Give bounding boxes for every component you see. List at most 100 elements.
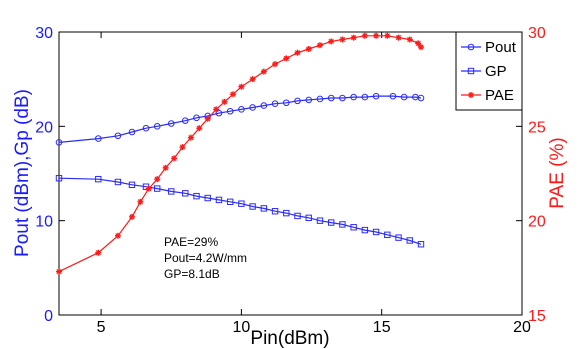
gp-point — [406, 237, 413, 244]
pae-point — [406, 36, 413, 43]
pae-point — [154, 176, 161, 183]
legend-items: Pout GP PAE — [461, 39, 517, 104]
pae-point — [204, 115, 211, 122]
pout-point — [114, 132, 122, 140]
x-axis-ticks: 5 10 15 20 — [97, 32, 531, 336]
gp-point — [283, 209, 290, 217]
gp-point — [154, 185, 161, 192]
pae-point — [95, 249, 102, 256]
pout-point — [55, 139, 63, 146]
plot-frame — [58, 31, 523, 316]
gp-point — [249, 203, 256, 210]
pae-point — [415, 40, 422, 47]
pout-point — [271, 100, 279, 107]
gp-point — [305, 214, 312, 222]
pae-point — [238, 83, 245, 90]
gp-point — [395, 234, 402, 241]
pae-point — [417, 44, 424, 51]
gp-point — [372, 228, 380, 236]
pout-point — [238, 106, 245, 113]
pout-point — [142, 124, 150, 132]
right-tick-label: 15 — [528, 308, 546, 325]
x-tick-label: 20 — [513, 319, 531, 336]
pout-point — [372, 92, 380, 100]
pae-point — [56, 268, 62, 275]
pae-point — [272, 61, 279, 68]
pae-point — [179, 144, 186, 151]
pout-point — [181, 117, 189, 124]
gp-point — [271, 208, 279, 215]
pae-point — [229, 91, 236, 98]
pout-point — [361, 93, 369, 101]
gp-point — [95, 175, 102, 183]
gp-point — [168, 188, 175, 195]
legend-marker-pout — [467, 43, 475, 51]
gp-point — [215, 196, 223, 204]
pae-point — [294, 49, 301, 56]
right-tick-label: 30 — [528, 25, 546, 42]
gp-point — [193, 192, 200, 200]
pout-point — [339, 94, 346, 102]
gp-point — [260, 205, 268, 212]
right-tick-label: 20 — [528, 214, 546, 231]
pout-point — [94, 135, 102, 142]
left-tick-label: 30 — [35, 25, 53, 42]
pout-point — [389, 92, 397, 100]
pae-point — [350, 34, 357, 41]
pout-point — [350, 93, 357, 101]
gp-point — [55, 175, 63, 182]
pae-point — [373, 32, 380, 39]
pae-point — [305, 45, 312, 52]
pae-point — [361, 32, 368, 39]
pae-point — [339, 36, 346, 43]
gp-point — [204, 194, 211, 202]
pout-point — [215, 109, 223, 117]
legend-label-pout: Pout — [485, 39, 517, 56]
pout-point — [226, 107, 234, 115]
gp-point — [417, 241, 425, 248]
legend: Pout GP PAE — [455, 31, 523, 111]
pae-point — [395, 34, 402, 41]
legend-label-gp: GP — [485, 63, 507, 80]
left-tick-label: 20 — [35, 119, 53, 136]
pae-point — [162, 164, 169, 171]
left-tick-label: 10 — [35, 214, 53, 231]
y-axis-left-label: Pout (dBm),Gp (dB) — [12, 89, 33, 257]
pae-series-line — [58, 35, 422, 273]
left-axis-ticks: 0 10 20 30 — [35, 25, 65, 325]
annotation-block: PAE=29% Pout=4.2W/mm GP=8.1dB — [164, 235, 247, 281]
annotation-line: GP=8.1dB — [164, 267, 220, 281]
pae-point — [128, 213, 135, 220]
gp-point — [327, 219, 335, 226]
pae-point — [328, 38, 335, 45]
pout-point — [305, 96, 313, 104]
legend-marker-gp — [467, 67, 475, 75]
pout-point — [260, 102, 268, 109]
gp-point — [238, 200, 245, 207]
x-tick-label: 10 — [232, 319, 250, 336]
pout-point — [327, 94, 335, 102]
pae-point — [137, 198, 144, 205]
pout-series-line — [58, 95, 422, 143]
gp-point — [226, 198, 234, 206]
gp-point — [294, 212, 301, 220]
pae-point — [114, 232, 121, 239]
pout-point — [128, 128, 136, 136]
y-axis-right-label: PAE (%) — [547, 137, 568, 208]
pae-point — [316, 42, 323, 49]
pout-point — [153, 123, 161, 130]
annotation-line: Pout=4.2W/mm — [164, 251, 247, 265]
pout-point — [249, 104, 256, 111]
right-tick-label: 25 — [528, 119, 546, 136]
pae-point — [260, 68, 267, 75]
annotation-line: PAE=29% — [164, 235, 218, 249]
gp-point — [384, 231, 391, 239]
pae-point — [249, 76, 256, 83]
pout-point — [417, 94, 425, 102]
gp-point — [339, 221, 346, 228]
gp-point — [114, 178, 122, 186]
pae-point — [221, 98, 228, 105]
pae-point — [196, 125, 203, 132]
gp-point — [182, 190, 189, 197]
